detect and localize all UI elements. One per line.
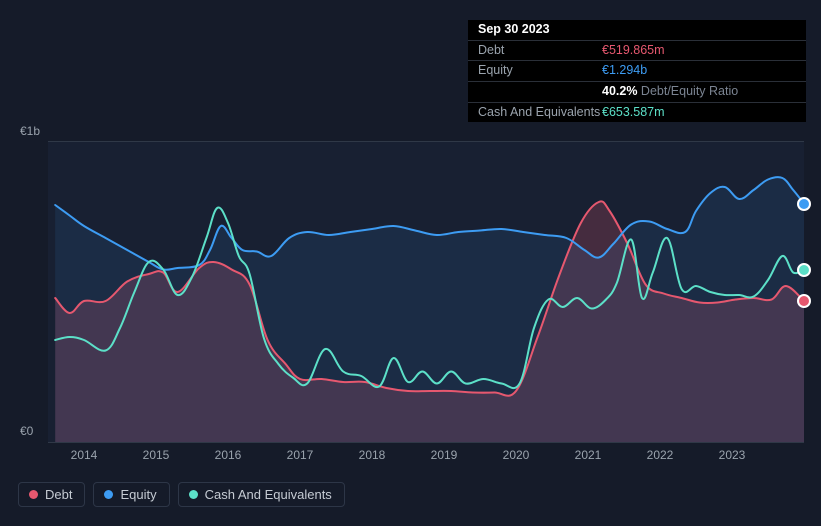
x-tick: 2015 — [143, 448, 170, 462]
hover-tooltip: Sep 30 2023 Debt €519.865m Equity €1.294… — [468, 20, 806, 122]
legend-dot-debt — [29, 490, 38, 499]
legend-item-debt[interactable]: Debt — [18, 482, 85, 507]
tooltip-label-ratio — [478, 84, 602, 100]
x-tick: 2022 — [647, 448, 674, 462]
chart-plot-area[interactable] — [48, 141, 804, 443]
series-marker — [797, 263, 811, 277]
legend-label-equity: Equity — [120, 487, 156, 502]
legend-label-debt: Debt — [45, 487, 72, 502]
tooltip-value-cash: €653.587m — [602, 105, 665, 121]
legend-item-cash[interactable]: Cash And Equivalents — [178, 482, 345, 507]
x-tick: 2016 — [215, 448, 242, 462]
tooltip-value-ratio: 40.2% Debt/Equity Ratio — [602, 84, 738, 100]
legend: Debt Equity Cash And Equivalents — [18, 482, 345, 507]
chart-svg — [48, 142, 804, 442]
tooltip-value-debt: €519.865m — [602, 43, 665, 59]
tooltip-date: Sep 30 2023 — [478, 22, 550, 38]
series-marker — [797, 197, 811, 211]
legend-dot-cash — [189, 490, 198, 499]
tooltip-label-debt: Debt — [478, 43, 602, 59]
x-tick: 2017 — [287, 448, 314, 462]
x-tick: 2019 — [431, 448, 458, 462]
x-tick: 2021 — [575, 448, 602, 462]
chart-container: Sep 30 2023 Debt €519.865m Equity €1.294… — [0, 0, 821, 526]
tooltip-label-equity: Equity — [478, 63, 602, 79]
x-tick: 2023 — [719, 448, 746, 462]
x-tick: 2020 — [503, 448, 530, 462]
y-tick-min: €0 — [20, 424, 33, 438]
tooltip-label-cash: Cash And Equivalents — [478, 105, 602, 121]
legend-label-cash: Cash And Equivalents — [205, 487, 332, 502]
legend-dot-equity — [104, 490, 113, 499]
x-tick: 2018 — [359, 448, 386, 462]
y-tick-max: €1b — [20, 124, 40, 138]
x-tick: 2014 — [71, 448, 98, 462]
series-marker — [797, 294, 811, 308]
tooltip-value-equity: €1.294b — [602, 63, 647, 79]
legend-item-equity[interactable]: Equity — [93, 482, 169, 507]
